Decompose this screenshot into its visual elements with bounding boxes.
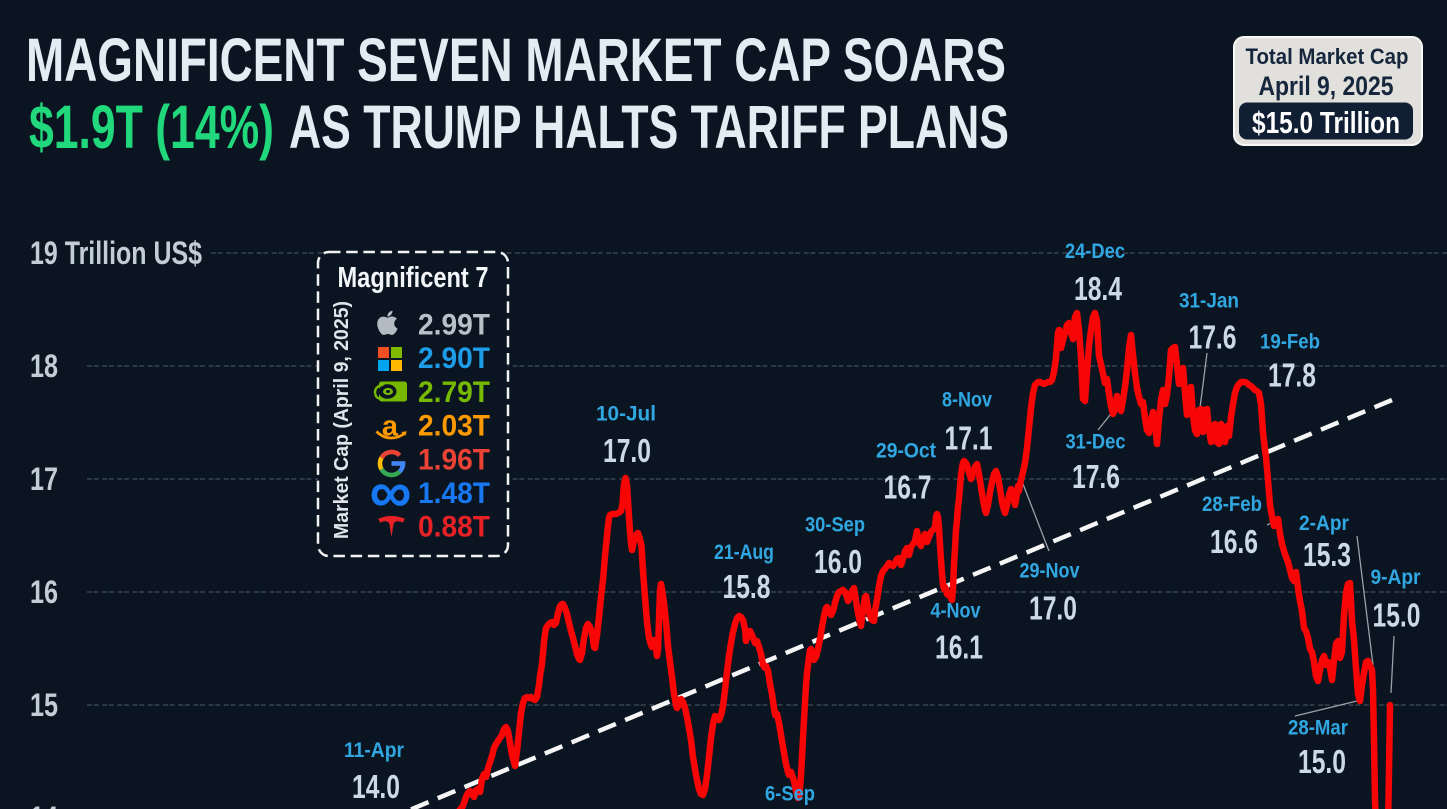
svg-text:11-Apr: 11-Apr xyxy=(344,739,404,762)
svg-text:AS TRUMP HALTS TARIFF PLANS: AS TRUMP HALTS TARIFF PLANS xyxy=(289,93,1009,161)
svg-text:16.6: 16.6 xyxy=(1210,523,1258,560)
svg-text:16.1: 16.1 xyxy=(935,629,983,666)
svg-text:17.8: 17.8 xyxy=(1268,357,1316,394)
svg-text:14: 14 xyxy=(30,800,58,809)
svg-text:2.79T: 2.79T xyxy=(418,376,490,409)
svg-text:17.0: 17.0 xyxy=(603,432,651,469)
svg-text:2-Apr: 2-Apr xyxy=(1299,512,1349,535)
svg-text:1.96T: 1.96T xyxy=(418,443,490,476)
svg-text:16.7: 16.7 xyxy=(884,469,932,506)
svg-text:Total Market Cap: Total Market Cap xyxy=(1246,44,1409,69)
svg-text:MAGNIFICENT SEVEN MARKET CAP S: MAGNIFICENT SEVEN MARKET CAP SOARS xyxy=(26,26,1006,94)
svg-text:29-Nov: 29-Nov xyxy=(1020,560,1080,583)
svg-text:8-Nov: 8-Nov xyxy=(942,389,992,412)
svg-text:30-Sep: 30-Sep xyxy=(805,514,865,537)
svg-text:17.1: 17.1 xyxy=(945,420,993,457)
svg-text:Market Cap (April 9, 2025): Market Cap (April 9, 2025) xyxy=(331,301,353,539)
svg-text:28-Mar: 28-Mar xyxy=(1288,717,1348,740)
svg-text:2.03T: 2.03T xyxy=(418,410,490,443)
svg-text:2.90T: 2.90T xyxy=(418,342,490,375)
svg-text:$15.0 Trillion: $15.0 Trillion xyxy=(1252,105,1400,140)
svg-text:19 Trillion US$: 19 Trillion US$ xyxy=(30,235,202,271)
svg-text:1.48T: 1.48T xyxy=(418,477,490,510)
svg-text:17.6: 17.6 xyxy=(1072,458,1120,495)
svg-text:15: 15 xyxy=(30,687,58,723)
svg-text:17.0: 17.0 xyxy=(1029,590,1077,627)
svg-text:6-Sep: 6-Sep xyxy=(765,783,815,806)
svg-text:April 9, 2025: April 9, 2025 xyxy=(1259,71,1394,101)
svg-text:∞: ∞ xyxy=(370,459,412,525)
svg-text:31-Jan: 31-Jan xyxy=(1179,290,1239,313)
svg-text:Magnificent 7: Magnificent 7 xyxy=(338,262,489,294)
svg-text:0.88T: 0.88T xyxy=(418,511,490,544)
svg-text:15.0: 15.0 xyxy=(1298,743,1346,780)
svg-text:31-Dec: 31-Dec xyxy=(1066,431,1126,454)
svg-text:15.3: 15.3 xyxy=(1303,536,1351,573)
svg-text:9-Apr: 9-Apr xyxy=(1371,566,1421,589)
svg-text:29-Oct: 29-Oct xyxy=(876,440,936,463)
svg-text:18: 18 xyxy=(30,348,58,384)
svg-text:17.6: 17.6 xyxy=(1189,319,1237,356)
svg-text:19-Feb: 19-Feb xyxy=(1260,331,1320,354)
svg-text:28-Feb: 28-Feb xyxy=(1202,493,1262,516)
svg-text:16.0: 16.0 xyxy=(814,543,862,580)
svg-text:24-Dec: 24-Dec xyxy=(1065,240,1125,263)
svg-text:10-Jul: 10-Jul xyxy=(596,403,656,426)
svg-text:21-Aug: 21-Aug xyxy=(714,541,774,564)
svg-text:2.99T: 2.99T xyxy=(418,309,490,342)
svg-text:$1.9T (14%): $1.9T (14%) xyxy=(29,93,274,161)
svg-text:18.4: 18.4 xyxy=(1074,270,1122,307)
svg-text:15.0: 15.0 xyxy=(1373,597,1421,634)
svg-text:15.8: 15.8 xyxy=(723,568,771,605)
svg-text:4-Nov: 4-Nov xyxy=(931,600,981,623)
svg-text:a: a xyxy=(382,411,399,443)
svg-text:17: 17 xyxy=(30,461,58,497)
svg-text:14.0: 14.0 xyxy=(352,768,400,805)
svg-text:16: 16 xyxy=(30,574,58,610)
